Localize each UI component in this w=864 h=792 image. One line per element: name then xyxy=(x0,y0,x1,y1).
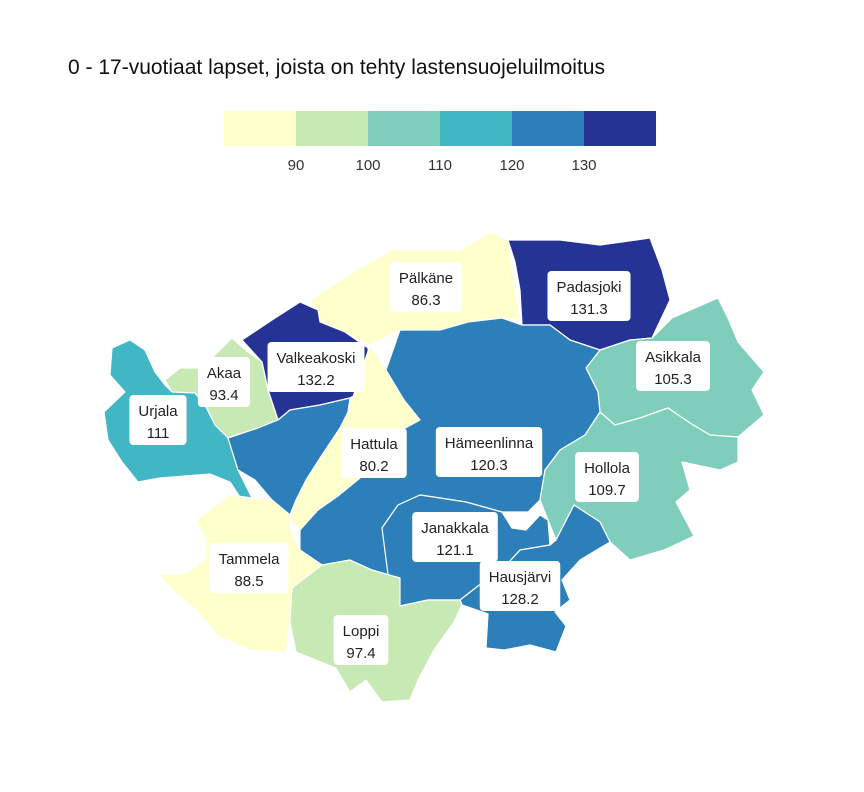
label-box xyxy=(575,452,639,502)
label-valkeakoski: Valkeakoski 132.2 xyxy=(267,342,365,392)
municipality-value: 128.2 xyxy=(501,591,539,608)
map-title: 0 - 17-vuotiaat lapset, joista on tehty … xyxy=(68,56,605,79)
label-box xyxy=(547,271,631,321)
label-box xyxy=(636,341,710,391)
legend-tick-label: 130 xyxy=(571,157,596,174)
municipality-value: 97.4 xyxy=(346,645,375,662)
municipality-value: 86.3 xyxy=(411,292,440,309)
legend-swatch-5 xyxy=(584,111,656,146)
label-box xyxy=(333,615,389,665)
municipality-name: Asikkala xyxy=(645,349,702,366)
label-urjala: Urjala 111 xyxy=(129,395,187,445)
region-hollola[interactable] xyxy=(539,407,739,561)
label-box xyxy=(129,395,187,445)
legend-tick-label: 100 xyxy=(355,157,380,174)
municipality-name: Padasjoki xyxy=(556,279,621,296)
label-box xyxy=(197,357,251,407)
legend-swatch-4 xyxy=(512,111,584,146)
label-janakkala: Janakkala 121.1 xyxy=(412,512,498,562)
label-box xyxy=(209,543,289,593)
legend-swatch-0 xyxy=(224,111,296,146)
legend-swatch-3 xyxy=(440,111,512,146)
municipality-name: Janakkala xyxy=(421,520,489,537)
label-hollola: Hollola 109.7 xyxy=(575,452,639,502)
municipality-name: Hattula xyxy=(350,436,398,453)
legend-tick-label: 110 xyxy=(428,157,452,174)
label-akaa: Akaa 93.4 xyxy=(197,357,251,407)
municipality-value: 120.3 xyxy=(470,457,508,474)
label-box xyxy=(341,428,407,478)
municipality-name: Loppi xyxy=(343,623,380,640)
municipality-value: 93.4 xyxy=(209,387,238,404)
municipality-value: 121.1 xyxy=(436,542,474,559)
municipality-value: 109.7 xyxy=(588,482,626,499)
label-box xyxy=(267,342,365,392)
label-box xyxy=(412,512,498,562)
legend-swatch-1 xyxy=(296,111,368,146)
municipality-value: 111 xyxy=(147,425,170,442)
label-padasjoki: Padasjoki 131.3 xyxy=(547,271,631,321)
municipality-value: 105.3 xyxy=(654,371,692,388)
label-palkane: Pälkäne 86.3 xyxy=(389,262,463,312)
legend-tick-label: 90 xyxy=(288,157,305,174)
label-hausjarvi: Hausjärvi 128.2 xyxy=(479,561,561,611)
legend-swatch-2 xyxy=(368,111,440,146)
label-box xyxy=(479,561,561,611)
municipality-name: Hämeenlinna xyxy=(445,435,534,452)
municipality-name: Urjala xyxy=(138,403,178,420)
label-hattula: Hattula 80.2 xyxy=(341,428,407,478)
municipality-name: Pälkäne xyxy=(399,270,453,287)
municipality-name: Akaa xyxy=(207,365,242,382)
label-hameenlinna: Hämeenlinna 120.3 xyxy=(435,427,543,477)
color-legend: 90 100 110 120 130 xyxy=(224,111,656,174)
municipality-value: 88.5 xyxy=(234,573,263,590)
label-box xyxy=(435,427,543,477)
municipality-name: Tammela xyxy=(219,551,281,568)
municipality-value: 80.2 xyxy=(359,458,388,475)
label-asikkala: Asikkala 105.3 xyxy=(636,341,710,391)
municipality-name: Hollola xyxy=(584,460,631,477)
municipality-name: Hausjärvi xyxy=(489,569,552,586)
legend-tick-label: 120 xyxy=(499,157,524,174)
municipality-value: 132.2 xyxy=(297,372,335,389)
label-tammela: Tammela 88.5 xyxy=(209,543,289,593)
municipality-value: 131.3 xyxy=(570,301,608,318)
municipality-name: Valkeakoski xyxy=(277,350,356,367)
label-box xyxy=(389,262,463,312)
label-loppi: Loppi 97.4 xyxy=(333,615,389,665)
